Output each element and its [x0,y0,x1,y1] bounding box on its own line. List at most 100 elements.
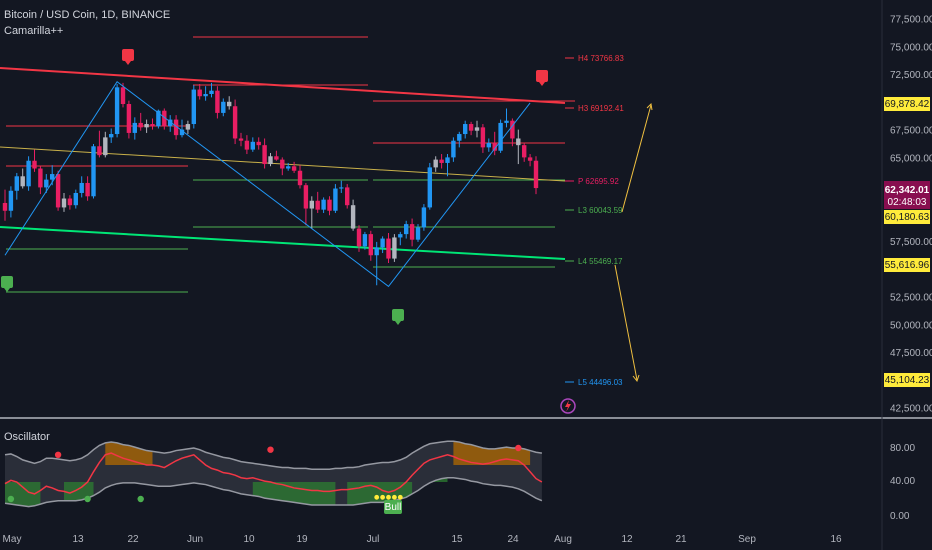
candle-body [179,129,185,136]
candle-body [197,89,202,97]
candle-body [156,110,161,127]
candle-body [61,198,67,208]
candle-body [386,238,391,259]
camarilla-levels: H4 73766.83 H3 69192.41 P 62695.92 L3 60043… [6,36,624,387]
price-tick-label: 75,000.00 [890,42,932,53]
indicator-title[interactable]: Camarilla++ [4,25,64,37]
price-badge-box [884,97,930,111]
candle-body [356,228,362,247]
level-label: L4 55469.17 [578,257,623,266]
candle-body [126,104,132,133]
oscillator-tick-label: 0.00 [890,511,910,522]
candles [2,82,539,286]
dot-marker [397,494,403,500]
last-price-box [884,181,930,209]
oscillator-line [4,452,543,495]
bull-marker [137,495,144,503]
oscillator-upper-band [4,440,543,470]
time-tick-label: 24 [507,534,519,545]
zigzag [4,81,531,288]
candle-body [173,119,179,136]
candle-body [362,234,368,247]
candle-body [439,159,444,163]
bull-marker [7,495,15,503]
time-tick-label: 21 [675,534,687,545]
candle-body [415,227,421,240]
signal-box [1,276,13,288]
price-badge-text: 69,878.42 [885,99,930,110]
buy-signal-icon [392,309,404,325]
candle-body [380,238,385,248]
bear-marker [54,451,62,458]
oscillator-title[interactable]: Oscillator [4,431,50,443]
price-badge-text: 45,104.23 [885,375,930,386]
signal-box [122,49,134,61]
candle-body [191,89,196,125]
candle-body [404,224,409,235]
price-badge-box [884,210,930,224]
oscillator-pane: Bull [4,440,543,514]
price-badge-text: 55,616.96 [885,260,930,271]
candle-body [256,141,261,146]
sell-signal-icon [536,70,548,86]
time-tick-label: May [3,534,22,545]
level-label: P 62695.92 [578,177,619,186]
dot-marker [392,494,397,500]
price-axis[interactable]: 80.00 40.00 0.00 77,500.00 75,000.00 72,500.0… [890,15,932,523]
signal-pointer [125,61,131,65]
bull-label-text: Bull [385,502,402,513]
candle-body [109,134,114,138]
price-tick-label: 72,500.00 [890,70,932,81]
candle-body [451,140,456,158]
projection-up-arrowhead [646,102,653,111]
price-badge-lower-target: 45,104.23 [884,373,930,387]
oscillator-zone [347,482,413,505]
candle-body [44,179,49,188]
candle-body [297,170,303,186]
buy-signal-icon [1,276,13,292]
symbol-title[interactable]: Bitcoin / USD Coin, 1D, BINANCE [4,9,171,21]
time-axis[interactable]: May 13 22 Jun 10 19 Jul 15 24 Aug 12 21 Sep 16 [3,534,842,545]
signal-box [392,309,404,321]
price-badge-box [884,258,930,272]
candle-body [480,127,486,148]
candle-body [368,234,373,256]
sell-signal-icon [122,49,134,65]
candle-body [321,199,326,210]
candle-body [504,120,509,123]
price-badge-box [884,373,930,387]
time-tick-label: Jun [187,534,203,545]
price-tick-label: 65,000.00 [890,154,932,165]
level-label: H3 69192.41 [578,104,624,113]
signal-pointer [395,321,401,325]
level-label: L3 60043.59 [578,206,623,215]
time-tick-label: 19 [296,534,308,545]
countdown-text: 02:48:03 [888,197,927,208]
signal-pointer [539,82,545,86]
candle-body [85,182,90,197]
candle-body [274,156,279,160]
candle-body [474,127,480,131]
candle-body [345,187,350,206]
time-tick-label: 15 [451,534,463,545]
candle-body [350,205,356,229]
projection-down-line [614,264,638,381]
candle-body [392,237,397,259]
oscillator-lower-band [4,477,543,508]
price-tick-label: 57,500.00 [890,237,932,248]
bull-label-badge: Bull [384,500,402,514]
projection-up-line [621,104,652,213]
price-badge-text: 60,180.63 [885,212,930,223]
candle-body [409,224,415,240]
dot-marker [380,494,385,500]
candle-body [250,141,255,150]
price-badge-l3-price: 60,180.63 [884,210,930,224]
candle-body [533,160,539,189]
candle-body [138,122,143,128]
dot-marker [374,494,380,500]
candle-body [144,124,149,128]
lightning-icon[interactable] [560,398,576,414]
price-tick-label: 67,500.00 [890,126,932,137]
